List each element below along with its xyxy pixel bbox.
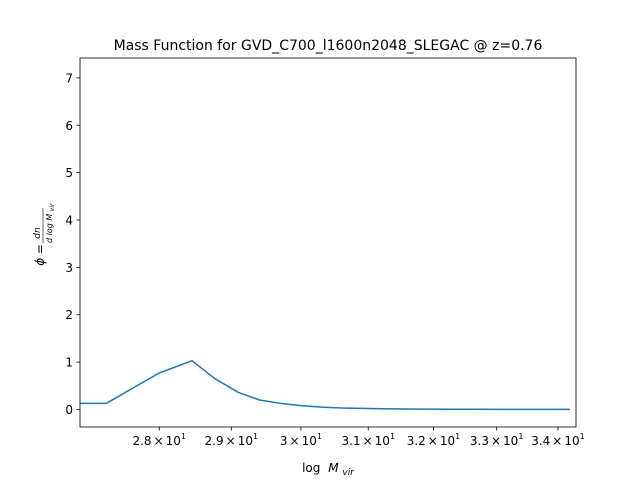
y-axis: 0 1 2 3 4 5 6 7 [65,71,80,417]
x-tick-exponent: 1 [390,432,395,441]
x-axis-label-sub: vir [342,468,355,478]
x-tick-times: × [552,434,562,448]
y-axis-label-den-var: M [45,214,54,221]
chart-title: Mass Function for GVD_C700_l1600n2048_SL… [114,38,543,54]
x-axis: 2.8 × 101 2.9 × 101 3 × 101 3.1 × 101 3.2 × 101 3.3 × 101… [132,427,585,448]
x-tick-label: 3.4 × 101 [531,432,585,448]
x-tick-times: × [491,434,501,448]
x-tick-exponent: 1 [317,432,322,441]
x-tick-label: 2.8 × 101 [132,432,186,448]
y-tick-label: 5 [65,166,73,180]
x-tick-exponent: 1 [518,432,523,441]
x-tick-exponent: 1 [580,432,585,441]
x-tick-exponent: 1 [253,432,258,441]
x-tick-times: × [363,434,373,448]
y-axis-label-den-pre: d log [45,221,54,243]
y-axis-label-left: ϕ = [33,244,47,266]
x-tick-base: 10 [503,434,518,448]
plot-area [79,57,577,428]
x-axis-label: log M vir [302,461,355,478]
x-tick-mantissa: 2.8 [132,434,151,448]
x-tick-label: 3.3 × 101 [470,432,524,448]
y-axis-label: ϕ = dn d log M vir [33,203,56,266]
y-axis-label-den-sub: vir [49,203,56,211]
x-tick-base: 10 [440,434,455,448]
x-tick-base: 10 [375,434,390,448]
x-axis-label-base: log [302,461,320,475]
x-tick-exponent: 1 [181,432,186,441]
x-tick-label: 2.9 × 101 [205,432,259,448]
x-tick-label: 3 × 101 [280,432,322,448]
axes-frame [79,57,577,428]
x-tick-base: 10 [564,434,579,448]
y-tick-label: 3 [65,261,73,275]
x-tick-mantissa: 2.9 [205,434,224,448]
x-tick-times: × [428,434,438,448]
y-axis-label-denominator: d log M vir [45,203,56,243]
x-tick-mantissa: 3 [280,434,288,448]
y-tick-label: 7 [65,71,73,85]
x-tick-times: × [154,434,164,448]
x-tick-times: × [290,434,300,448]
x-axis-label-var: M [328,461,339,475]
x-tick-base: 10 [238,434,253,448]
x-tick-label: 3.2 × 101 [407,432,461,448]
x-tick-exponent: 1 [455,432,460,441]
series-line-0 [80,359,570,411]
y-tick-label: 4 [65,214,73,228]
x-tick-mantissa: 3.4 [531,434,550,448]
y-tick-label: 2 [65,308,73,322]
x-tick-mantissa: 3.3 [470,434,489,448]
y-tick-label: 6 [65,119,73,133]
x-tick-base: 10 [302,434,317,448]
x-tick-base: 10 [166,434,181,448]
x-tick-label: 3.1 × 101 [342,432,396,448]
x-tick-times: × [226,434,236,448]
y-tick-label: 0 [65,403,73,417]
x-tick-mantissa: 3.1 [342,434,361,448]
y-tick-label: 1 [65,356,73,370]
y-axis-label-numerator: dn [33,227,43,239]
x-tick-mantissa: 3.2 [407,434,426,448]
series-layer [80,359,570,411]
